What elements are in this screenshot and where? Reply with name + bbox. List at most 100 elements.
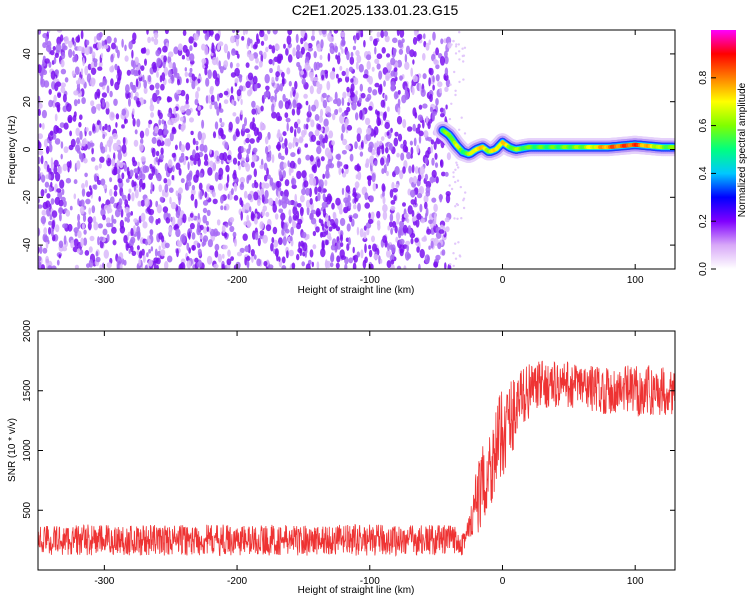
- noise-speckle: [113, 190, 118, 197]
- noise-speckle: [82, 213, 87, 223]
- noise-speckle: [212, 191, 216, 198]
- noise-speckle: [59, 212, 62, 222]
- noise-speckle: [396, 218, 400, 225]
- noise-speckle: [220, 134, 226, 140]
- noise-speckle: [252, 117, 255, 124]
- noise-speckle: [353, 204, 357, 210]
- noise-speckle: [140, 138, 144, 145]
- noise-speckle: [129, 81, 134, 88]
- noise-speckle: [458, 50, 461, 53]
- noise-speckle: [301, 231, 307, 239]
- noise-speckle: [386, 260, 392, 269]
- noise-speckle: [354, 35, 357, 44]
- noise-speckle: [373, 126, 379, 136]
- noise-speckle: [86, 263, 91, 268]
- noise-speckle: [393, 137, 399, 147]
- noise-speckle: [214, 243, 220, 251]
- noise-speckle: [461, 54, 464, 58]
- noise-speckle: [376, 63, 381, 70]
- noise-speckle: [352, 213, 359, 219]
- noise-speckle: [381, 144, 385, 155]
- noise-speckle: [402, 118, 407, 129]
- noise-speckle: [364, 256, 368, 264]
- noise-speckle: [186, 242, 190, 251]
- noise-speckle: [91, 51, 96, 59]
- noise-speckle: [148, 208, 155, 216]
- noise-speckle: [84, 250, 90, 256]
- noise-speckle: [194, 152, 201, 162]
- noise-speckle: [286, 122, 289, 132]
- noise-speckle: [334, 109, 339, 116]
- noise-speckle: [458, 80, 461, 84]
- noise-speckle: [143, 79, 147, 89]
- noise-speckle: [407, 126, 413, 132]
- noise-speckle: [56, 259, 60, 266]
- noise-speckle: [163, 178, 168, 184]
- noise-speckle: [282, 170, 286, 179]
- noise-speckle: [244, 202, 251, 211]
- noise-speckle: [60, 153, 63, 160]
- noise-speckle: [374, 58, 380, 64]
- noise-speckle: [204, 153, 208, 162]
- noise-speckle: [269, 150, 272, 158]
- noise-speckle: [253, 126, 258, 137]
- noise-speckle: [414, 166, 419, 174]
- noise-speckle: [91, 106, 97, 114]
- noise-speckle: [223, 99, 229, 105]
- noise-speckle: [431, 197, 437, 203]
- noise-speckle: [128, 188, 132, 194]
- noise-speckle: [450, 102, 453, 106]
- noise-speckle: [163, 190, 169, 198]
- noise-speckle: [440, 113, 445, 118]
- noise-speckle: [460, 217, 463, 220]
- noise-speckle: [390, 205, 396, 211]
- noise-speckle: [322, 143, 326, 149]
- noise-speckle: [390, 227, 393, 235]
- noise-speckle: [445, 78, 451, 88]
- noise-speckle: [411, 164, 415, 174]
- noise-speckle: [335, 226, 340, 232]
- y-tick-label: 40: [22, 48, 33, 60]
- noise-speckle: [463, 46, 467, 49]
- noise-speckle: [268, 44, 273, 50]
- noise-speckle: [229, 225, 235, 233]
- noise-speckle: [353, 254, 359, 263]
- noise-speckle: [226, 258, 232, 266]
- noise-speckle: [391, 181, 395, 191]
- noise-speckle: [313, 51, 317, 59]
- noise-speckle: [372, 182, 377, 192]
- noise-speckle: [202, 30, 207, 34]
- noise-speckle: [105, 217, 111, 224]
- noise-speckle: [457, 43, 460, 46]
- noise-speckle: [366, 93, 372, 101]
- noise-speckle: [418, 263, 421, 269]
- noise-speckle: [146, 252, 149, 258]
- noise-speckle: [159, 153, 164, 160]
- noise-speckle: [290, 226, 294, 236]
- noise-speckle: [260, 105, 264, 112]
- noise-speckle: [281, 228, 285, 236]
- noise-speckle: [364, 202, 371, 209]
- noise-speckle: [157, 109, 161, 117]
- noise-speckle: [54, 101, 61, 108]
- noise-speckle: [181, 54, 185, 60]
- noise-speckle: [106, 262, 112, 269]
- noise-speckle: [376, 146, 381, 156]
- noise-speckle: [143, 182, 146, 188]
- noise-speckle: [238, 74, 243, 83]
- noise-speckle: [219, 152, 225, 161]
- noise-speckle: [382, 235, 387, 244]
- noise-speckle: [261, 182, 266, 189]
- noise-speckle: [209, 104, 213, 110]
- noise-speckle: [88, 207, 92, 215]
- noise-speckle: [304, 143, 309, 148]
- x-tick-label: -300: [94, 275, 114, 286]
- x-tick-label: -100: [360, 576, 380, 587]
- noise-speckle: [77, 98, 81, 105]
- noise-speckle: [320, 39, 324, 49]
- noise-speckle: [80, 237, 84, 248]
- noise-speckle: [197, 248, 202, 257]
- noise-speckle: [176, 89, 182, 95]
- noise-speckle: [55, 224, 60, 233]
- noise-speckle: [44, 188, 48, 194]
